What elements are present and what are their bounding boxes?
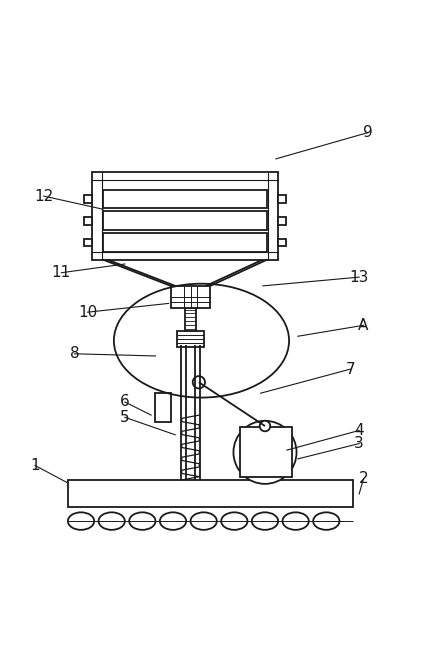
Text: 11: 11 (52, 265, 71, 280)
Circle shape (193, 376, 205, 388)
Bar (278, 195, 286, 202)
Bar (278, 217, 286, 225)
Circle shape (251, 438, 279, 466)
Text: 2: 2 (359, 471, 368, 486)
Text: 6: 6 (120, 394, 130, 409)
Text: 4: 4 (354, 423, 364, 438)
Ellipse shape (252, 512, 278, 530)
Bar (185, 308, 196, 331)
Text: 13: 13 (350, 270, 369, 285)
Ellipse shape (221, 512, 247, 530)
Bar (92, 172, 278, 259)
Bar (155, 393, 171, 422)
Text: 3: 3 (354, 436, 364, 451)
Text: 10: 10 (78, 305, 97, 320)
Bar (68, 480, 353, 507)
Bar (103, 233, 267, 252)
Text: 12: 12 (34, 189, 53, 204)
Ellipse shape (313, 512, 339, 530)
Bar (177, 331, 204, 347)
Text: A: A (358, 318, 369, 333)
Ellipse shape (68, 512, 94, 530)
Circle shape (233, 421, 297, 484)
Text: 1: 1 (30, 458, 40, 473)
Text: 5: 5 (120, 410, 130, 425)
Bar (84, 195, 92, 202)
Circle shape (260, 421, 270, 431)
Bar (103, 189, 267, 208)
Ellipse shape (191, 512, 217, 530)
Ellipse shape (283, 512, 309, 530)
Bar (278, 238, 286, 246)
Ellipse shape (99, 512, 125, 530)
Bar (103, 212, 267, 230)
Text: 9: 9 (363, 125, 373, 140)
Ellipse shape (129, 512, 155, 530)
Bar (240, 427, 292, 477)
Text: 8: 8 (70, 346, 79, 362)
Bar (171, 286, 210, 308)
Bar (84, 217, 92, 225)
Text: 7: 7 (346, 362, 355, 377)
Bar (84, 238, 92, 246)
Ellipse shape (160, 512, 186, 530)
